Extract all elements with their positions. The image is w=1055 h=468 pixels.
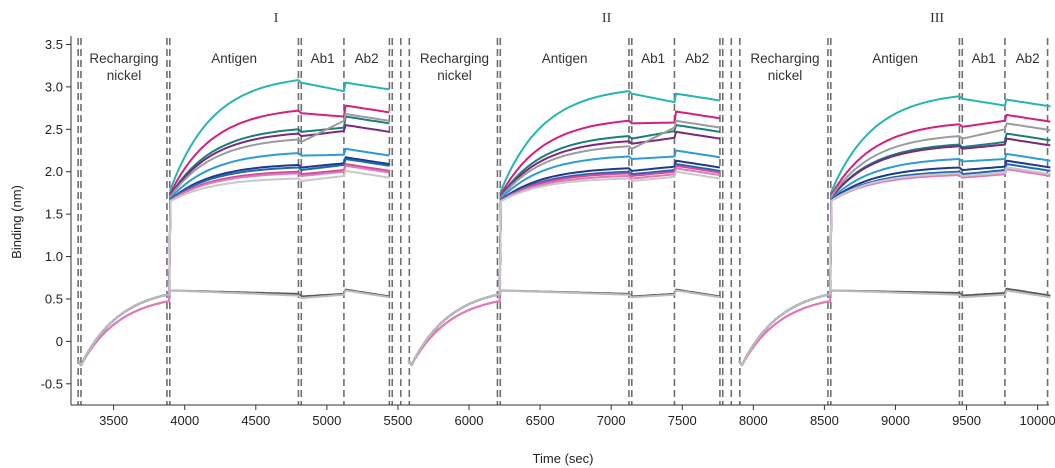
x-tick-label: 10000 [1020, 413, 1055, 428]
nickel-label: nickel [107, 68, 142, 83]
series-line [738, 163, 1051, 367]
series-line [77, 289, 390, 367]
x-tick-label: 8000 [739, 413, 768, 428]
series-line [738, 289, 1051, 367]
y-tick-label: 1.0 [45, 249, 63, 264]
series-line [407, 163, 721, 367]
series-line [407, 288, 721, 367]
ab2-label: Ab2 [1016, 51, 1040, 66]
series-line [77, 288, 390, 367]
x-tick-label: 4500 [241, 413, 270, 428]
ab2-label: Ab2 [685, 51, 709, 66]
y-tick-label: 3.5 [45, 37, 63, 52]
x-tick-label: 3500 [99, 413, 128, 428]
antigen-label: Antigen [211, 51, 257, 66]
antigen-label: Antigen [872, 51, 918, 66]
x-tick-label: 5500 [383, 413, 412, 428]
series-line [77, 158, 390, 367]
y-tick-label: 1.5 [45, 207, 63, 222]
series-line [738, 287, 1051, 367]
ab1-label: Ab1 [972, 51, 996, 66]
series-line [77, 163, 390, 367]
x-tick-label: 6000 [455, 413, 484, 428]
recharging-label: Recharging [420, 51, 489, 66]
series-line [407, 170, 721, 367]
y-tick-label: 3.0 [45, 79, 63, 94]
series-line [77, 156, 390, 367]
recharging-label: Recharging [89, 51, 158, 66]
x-axis-title: Time (sec) [533, 451, 594, 466]
y-tick-label: 0 [56, 334, 63, 349]
series-line [738, 168, 1051, 367]
cycle-label: III [930, 11, 944, 26]
y-tick-label: 2.5 [45, 122, 63, 137]
series-line [407, 159, 721, 367]
cycle-label: II [602, 11, 612, 26]
series-line [407, 164, 721, 367]
series-line [407, 110, 721, 367]
x-tick-label: 9500 [952, 413, 981, 428]
x-tick-label: 9000 [881, 413, 910, 428]
series-lines [77, 79, 1051, 367]
y-axis-title: Binding (nm) [9, 185, 24, 259]
ab2-label: Ab2 [355, 51, 379, 66]
series-line [77, 113, 390, 367]
ab1-label: Ab1 [311, 51, 335, 66]
series-line [738, 113, 1051, 367]
series-line [77, 164, 390, 367]
series-line [738, 159, 1051, 367]
x-tick-label: 7500 [668, 413, 697, 428]
x-tick-label: 7000 [597, 413, 626, 428]
series-line [407, 167, 721, 367]
ab1-label: Ab1 [641, 51, 665, 66]
series-line [77, 169, 390, 367]
axes: -0.5 0 0.5 1.0 1.5 2.0 2.5 3.0 3.5 3500 4000 4500 50… [41, 36, 1055, 428]
series-line [738, 166, 1051, 367]
y-tick-label: -0.5 [41, 376, 63, 391]
x-tick-label: 8500 [810, 413, 839, 428]
recharging-label: Recharging [750, 51, 819, 66]
series-line [738, 166, 1051, 367]
x-tick-label: 4000 [170, 413, 199, 428]
series-line [77, 147, 390, 367]
x-tick-label: 5000 [312, 413, 341, 428]
phase-boundary-lines [77, 38, 1049, 405]
series-line [407, 124, 721, 367]
nickel-label: nickel [768, 68, 803, 83]
cycle-label: I [274, 11, 279, 26]
y-tick-label: 2.0 [45, 164, 63, 179]
series-line [77, 79, 390, 367]
y-tick-label: 0.5 [45, 291, 63, 306]
series-line [738, 152, 1051, 367]
antigen-label: Antigen [542, 51, 588, 66]
series-line [407, 289, 721, 367]
x-tick-label: 6500 [526, 413, 555, 428]
series-line [738, 132, 1051, 367]
phase-labels: Recharging nickel Antigen Ab1 Ab2 I Recharging… [89, 11, 1039, 83]
nickel-label: nickel [437, 68, 472, 83]
